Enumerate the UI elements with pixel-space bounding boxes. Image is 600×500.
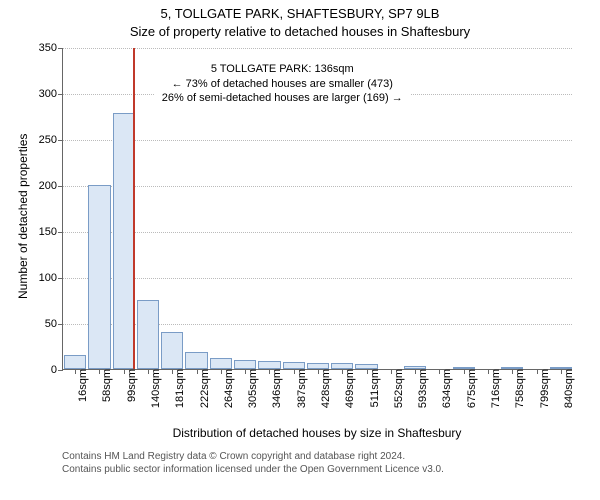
histogram-bar — [258, 361, 280, 369]
xtick-label: 469sqm — [342, 369, 356, 408]
ytick-label: 50 — [45, 318, 63, 330]
attribution-footer: Contains HM Land Registry data © Crown c… — [62, 450, 444, 476]
histogram-bar — [234, 360, 256, 369]
histogram-bar — [185, 352, 207, 369]
xtick-label: 716sqm — [488, 369, 502, 408]
grid-line — [63, 48, 572, 49]
histogram-bar — [161, 332, 183, 369]
ytick-label: 350 — [39, 42, 63, 54]
xtick-label: 16sqm — [75, 369, 89, 402]
chart-title: Size of property relative to detached ho… — [0, 24, 600, 39]
histogram-bar — [88, 185, 110, 369]
xtick-label: 799sqm — [537, 369, 551, 408]
annotation-line: 26% of semi-detached houses are larger (… — [162, 91, 403, 106]
grid-line — [63, 278, 572, 279]
histogram-bar — [283, 362, 305, 369]
ytick-label: 250 — [39, 134, 63, 146]
plot-area: 05010015020025030035016sqm58sqm99sqm140s… — [62, 48, 572, 370]
histogram-bar — [113, 113, 135, 369]
chart-container: 5, TOLLGATE PARK, SHAFTESBURY, SP7 9LB S… — [0, 0, 600, 500]
xtick-label: 634sqm — [439, 369, 453, 408]
xtick-label: 222sqm — [197, 369, 211, 408]
histogram-bar — [210, 358, 232, 369]
ytick-label: 150 — [39, 226, 63, 238]
xtick-label: 99sqm — [124, 369, 138, 402]
footer-line: Contains public sector information licen… — [62, 463, 444, 476]
xtick-label: 758sqm — [512, 369, 526, 408]
xtick-label: 593sqm — [415, 369, 429, 408]
histogram-bar — [137, 300, 159, 369]
annotation-box: 5 TOLLGATE PARK: 136sqm← 73% of detached… — [154, 58, 411, 111]
xtick-label: 840sqm — [561, 369, 575, 408]
footer-line: Contains HM Land Registry data © Crown c… — [62, 450, 444, 463]
chart-supertitle: 5, TOLLGATE PARK, SHAFTESBURY, SP7 9LB — [0, 6, 600, 21]
xtick-label: 675sqm — [464, 369, 478, 408]
annotation-line: 5 TOLLGATE PARK: 136sqm — [162, 62, 403, 77]
grid-line — [63, 186, 572, 187]
xtick-label: 511sqm — [367, 369, 381, 407]
ytick-label: 0 — [51, 364, 63, 376]
ytick-label: 300 — [39, 88, 63, 100]
xtick-label: 181sqm — [172, 369, 186, 408]
xtick-label: 264sqm — [221, 369, 235, 408]
xtick-label: 552sqm — [391, 369, 405, 408]
grid-line — [63, 232, 572, 233]
histogram-bar — [64, 355, 86, 369]
ytick-label: 100 — [39, 272, 63, 284]
grid-line — [63, 140, 572, 141]
xtick-label: 387sqm — [294, 369, 308, 408]
xtick-label: 346sqm — [269, 369, 283, 408]
xtick-label: 140sqm — [148, 369, 162, 408]
y-axis-label: Number of detached properties — [16, 134, 30, 299]
ytick-label: 200 — [39, 180, 63, 192]
xtick-label: 428sqm — [318, 369, 332, 408]
xtick-label: 58sqm — [99, 369, 113, 402]
property-marker-line — [133, 48, 135, 369]
xtick-label: 305sqm — [245, 369, 259, 408]
x-axis-label: Distribution of detached houses by size … — [62, 426, 572, 440]
annotation-line: ← 73% of detached houses are smaller (47… — [162, 77, 403, 92]
